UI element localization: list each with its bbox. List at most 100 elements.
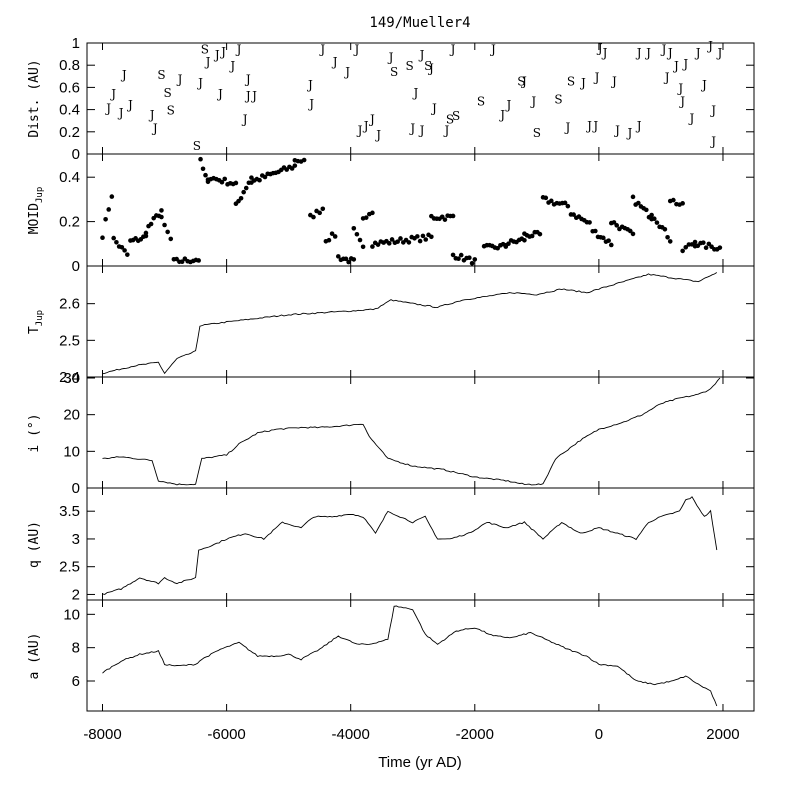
moid-point — [415, 234, 420, 239]
jupiter-encounter-marker: J — [430, 101, 437, 115]
moid-point — [442, 217, 448, 222]
jupiter-encounter-marker: J — [117, 106, 124, 120]
moid-point — [165, 229, 170, 235]
jupiter-encounter-marker: J — [591, 119, 598, 133]
moid-point — [587, 220, 592, 225]
saturn-encounter-marker: S — [201, 43, 209, 57]
moid-point — [606, 238, 611, 243]
jupiter-encounter-marker: J — [318, 43, 325, 57]
moid-point — [203, 172, 208, 178]
moid-point — [389, 237, 395, 242]
y-axis-label-subscript-tjup: Jup — [35, 310, 45, 326]
moid-point — [420, 233, 426, 239]
moid-point — [423, 237, 429, 242]
series-line-q — [102, 496, 718, 595]
moid-point — [241, 189, 246, 195]
y-tick-label-moid: 0 — [72, 258, 80, 275]
y-tick-label-q: 3.5 — [59, 503, 80, 520]
moid-point — [701, 240, 706, 245]
jupiter-encounter-marker: J — [579, 76, 586, 90]
panel-frame-q — [86, 487, 755, 601]
moid-point — [320, 206, 326, 212]
y-tick-label-tjup: 2.4 — [59, 369, 80, 386]
y-axis-label-a: a (AU) — [27, 633, 42, 680]
moid-point — [571, 212, 576, 217]
y-tick-label-tjup: 2.5 — [59, 332, 80, 349]
jupiter-encounter-marker: J — [352, 43, 359, 57]
moid-point — [608, 242, 614, 248]
jupiter-encounter-marker: J — [241, 112, 248, 126]
jupiter-encounter-marker: J — [387, 50, 394, 64]
panel-tjup: 2.4 2.5 2.6 TJup — [27, 265, 755, 386]
moid-point — [243, 185, 249, 191]
y-axis-label-subscript-moid: Jup — [35, 187, 45, 203]
moid-point — [375, 242, 381, 247]
moid-point — [257, 177, 262, 183]
jupiter-encounter-marker: J — [449, 43, 456, 57]
moid-point — [417, 238, 423, 244]
saturn-encounter-marker: S — [164, 86, 172, 100]
moid-point — [636, 200, 641, 206]
y-tick-label-q: 2 — [72, 586, 80, 603]
jupiter-encounter-marker: J — [196, 76, 203, 90]
y-tick-label-encounters: 0.8 — [59, 57, 80, 74]
moid-point — [329, 231, 335, 236]
jupiter-encounter-marker: J — [176, 73, 183, 87]
moid-point — [109, 194, 115, 199]
jupiter-encounter-marker: J — [228, 59, 235, 73]
x-tick-label: -2000 — [456, 726, 494, 743]
jupiter-encounter-marker: J — [663, 70, 670, 84]
moid-point — [717, 245, 723, 250]
jupiter-encounter-marker: J — [563, 120, 570, 134]
jupiter-encounter-marker: J — [694, 46, 701, 60]
moid-point — [630, 194, 636, 200]
jupiter-encounter-marker: J — [374, 128, 381, 142]
y-axis-label-encounters: Dist. (AU) — [27, 59, 42, 137]
y-tick-label-a: 10 — [63, 606, 80, 623]
moid-point — [311, 214, 316, 220]
jupiter-encounter-marker: J — [411, 86, 418, 100]
moid-point — [614, 223, 620, 228]
moid-point — [654, 220, 660, 225]
jupiter-encounter-marker: J — [442, 124, 449, 138]
x-tick-label: 2000 — [706, 726, 739, 743]
jupiter-encounter-marker: J — [596, 41, 603, 55]
moid-point — [439, 214, 445, 220]
moid-point — [671, 197, 676, 203]
x-tick-label: -8000 — [83, 726, 121, 743]
jupiter-encounter-marker: J — [700, 78, 707, 92]
moid-point — [537, 231, 543, 237]
jupiter-encounter-marker: J — [151, 121, 158, 135]
jupiter-encounter-marker: J — [676, 81, 683, 95]
y-axis-label-moid: MOIDJup — [27, 187, 45, 235]
moid-point — [200, 166, 206, 172]
panel-frame-a — [86, 599, 755, 712]
panel-incl: 0 10 20 30 i (°) — [27, 370, 755, 497]
jupiter-encounter-marker: J — [666, 46, 673, 60]
y-tick-label-a: 6 — [72, 673, 80, 690]
y-tick-label-incl: 20 — [63, 407, 80, 424]
y-axis-label-q: q (AU) — [27, 521, 42, 568]
moid-point — [292, 163, 298, 168]
moid-point — [317, 210, 322, 216]
y-axis-label-incl: i (°) — [27, 413, 42, 452]
moid-point — [168, 236, 174, 242]
moid-point — [103, 216, 108, 222]
moid-point — [114, 239, 119, 245]
jupiter-encounter-marker: J — [672, 59, 679, 73]
jupiter-encounter-marker: J — [216, 87, 223, 101]
jupiter-encounter-marker: J — [706, 39, 713, 53]
series-line-tjup — [102, 272, 718, 375]
jupiter-encounter-marker: J — [148, 108, 155, 122]
jupiter-encounter-marker: J — [343, 65, 350, 79]
moid-point — [630, 231, 636, 237]
moid-point — [301, 157, 307, 163]
moid-point — [644, 207, 649, 213]
jupiter-encounter-marker: J — [306, 78, 313, 92]
panel-moid: 0 0.2 0.4 MOIDJup — [27, 153, 755, 275]
saturn-encounter-marker: S — [390, 65, 398, 79]
jupiter-encounter-marker: J — [362, 119, 369, 133]
moid-point — [562, 200, 568, 206]
